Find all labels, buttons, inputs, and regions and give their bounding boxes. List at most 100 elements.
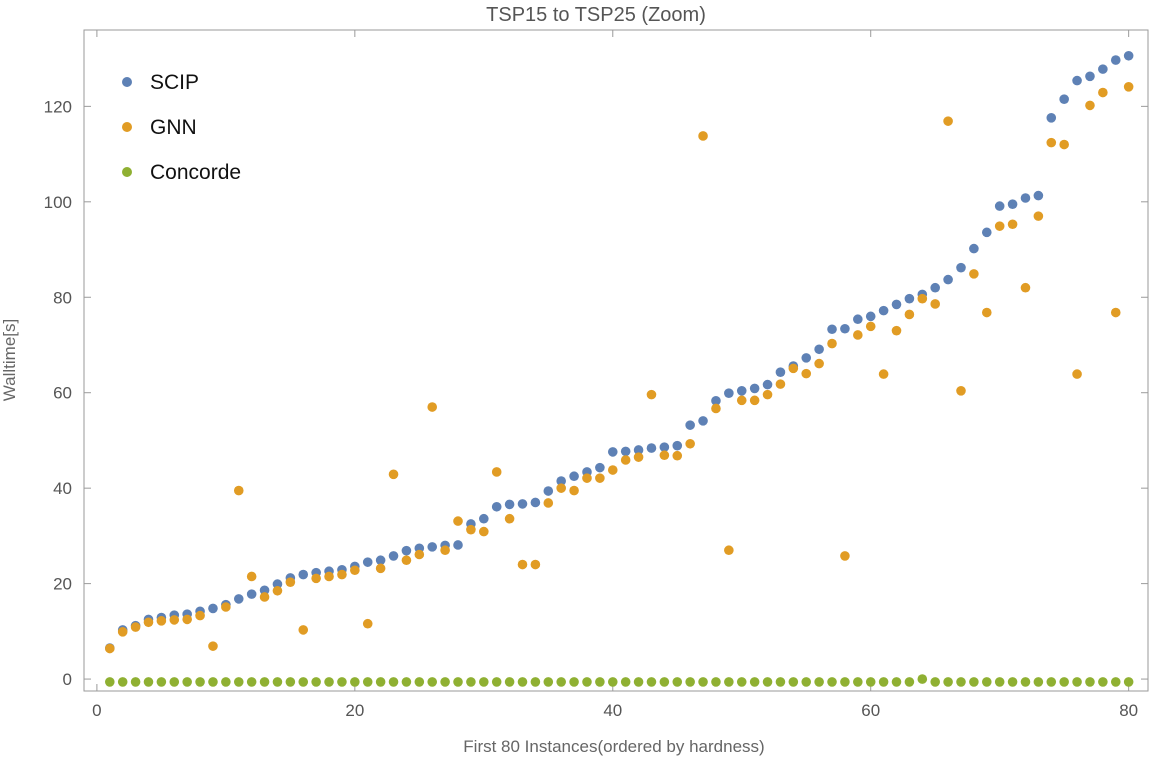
data-point: [607, 465, 618, 475]
data-point: [762, 677, 773, 687]
data-point: [620, 446, 631, 457]
data-point: [1033, 211, 1044, 221]
data-point: [427, 677, 438, 687]
data-point: [311, 677, 321, 687]
data-point: [607, 677, 618, 687]
data-point: [143, 677, 154, 687]
y-tick-label: 80: [53, 288, 72, 307]
data-point: [298, 677, 309, 687]
legend-label: SCIP: [150, 71, 199, 94]
data-point: [221, 602, 231, 612]
data-point: [569, 485, 579, 496]
x-axis-ticks: 0 20 40 60 80: [92, 30, 1138, 720]
data-point: [1098, 677, 1108, 687]
data-point: [233, 677, 244, 687]
data-point: [1098, 64, 1108, 74]
x-axis-label: First 80 Instances(ordered by hardness): [463, 737, 764, 756]
data-point: [749, 677, 760, 687]
legend-marker: [122, 122, 132, 132]
data-points: [104, 50, 1134, 687]
data-point: [401, 555, 412, 566]
data-point: [1072, 75, 1082, 86]
data-point: [1046, 137, 1057, 148]
data-point: [840, 677, 850, 687]
data-point: [646, 443, 657, 453]
data-point: [633, 445, 644, 455]
data-point: [311, 573, 321, 584]
data-point: [362, 677, 373, 687]
data-point: [156, 616, 167, 626]
data-point: [298, 569, 309, 580]
y-axis-label: Walltime[s]: [0, 319, 19, 402]
data-point: [362, 557, 373, 567]
y-tick-label: 100: [44, 193, 72, 212]
y-tick-label: 0: [63, 670, 72, 689]
data-point: [672, 677, 683, 687]
data-point: [1059, 139, 1069, 150]
data-point: [646, 677, 657, 687]
data-point: [195, 610, 205, 621]
data-point: [865, 677, 876, 687]
x-tick-label: 0: [92, 701, 101, 720]
data-point: [1020, 677, 1031, 687]
data-point: [466, 677, 476, 687]
data-point: [956, 386, 966, 396]
y-tick-label: 120: [44, 97, 72, 116]
data-point: [272, 585, 283, 596]
y-axis-ticks: 0 20 40 60 80 100 120: [44, 97, 1148, 689]
data-point: [904, 309, 915, 320]
data-point: [969, 243, 979, 254]
data-point: [620, 455, 631, 465]
data-point: [904, 677, 915, 687]
data-point: [285, 577, 296, 587]
data-point: [388, 551, 399, 561]
data-point: [711, 396, 721, 406]
data-point: [595, 677, 605, 687]
data-point: [569, 471, 579, 482]
chart-title: TSP15 to TSP25 (Zoom): [486, 4, 706, 26]
data-point: [259, 592, 270, 602]
data-point: [698, 677, 708, 687]
data-point: [814, 344, 824, 355]
data-point: [1123, 50, 1134, 61]
data-point: [569, 677, 579, 687]
data-point: [517, 499, 528, 509]
x-tick-label: 40: [603, 701, 622, 720]
data-point: [169, 615, 180, 625]
data-point: [259, 677, 270, 687]
data-point: [440, 677, 450, 687]
data-point: [930, 299, 940, 309]
data-point: [827, 338, 837, 349]
data-point: [595, 473, 605, 483]
data-point: [943, 274, 953, 285]
data-point: [1059, 94, 1069, 105]
data-point: [375, 677, 386, 687]
data-point: [685, 677, 695, 687]
data-point: [491, 501, 502, 512]
y-tick-label: 60: [53, 384, 72, 403]
data-point: [853, 314, 863, 325]
data-point: [156, 677, 167, 687]
data-point: [1033, 677, 1044, 687]
data-point: [994, 201, 1005, 211]
data-point: [865, 321, 876, 332]
data-point: [246, 677, 257, 687]
data-point: [401, 545, 412, 556]
data-point: [943, 116, 953, 126]
data-point: [633, 677, 644, 687]
data-point: [401, 677, 412, 687]
legend-marker: [122, 167, 132, 177]
data-point: [246, 571, 257, 582]
data-point: [595, 462, 605, 473]
data-point: [543, 486, 554, 496]
data-point: [724, 388, 734, 398]
data-point: [246, 589, 257, 599]
data-point: [1072, 677, 1082, 687]
data-point: [182, 677, 192, 687]
legend-item: GNN: [122, 116, 197, 139]
legend-item: SCIP: [122, 71, 199, 94]
data-point: [130, 622, 141, 632]
data-point: [543, 498, 554, 508]
data-point: [865, 311, 876, 322]
